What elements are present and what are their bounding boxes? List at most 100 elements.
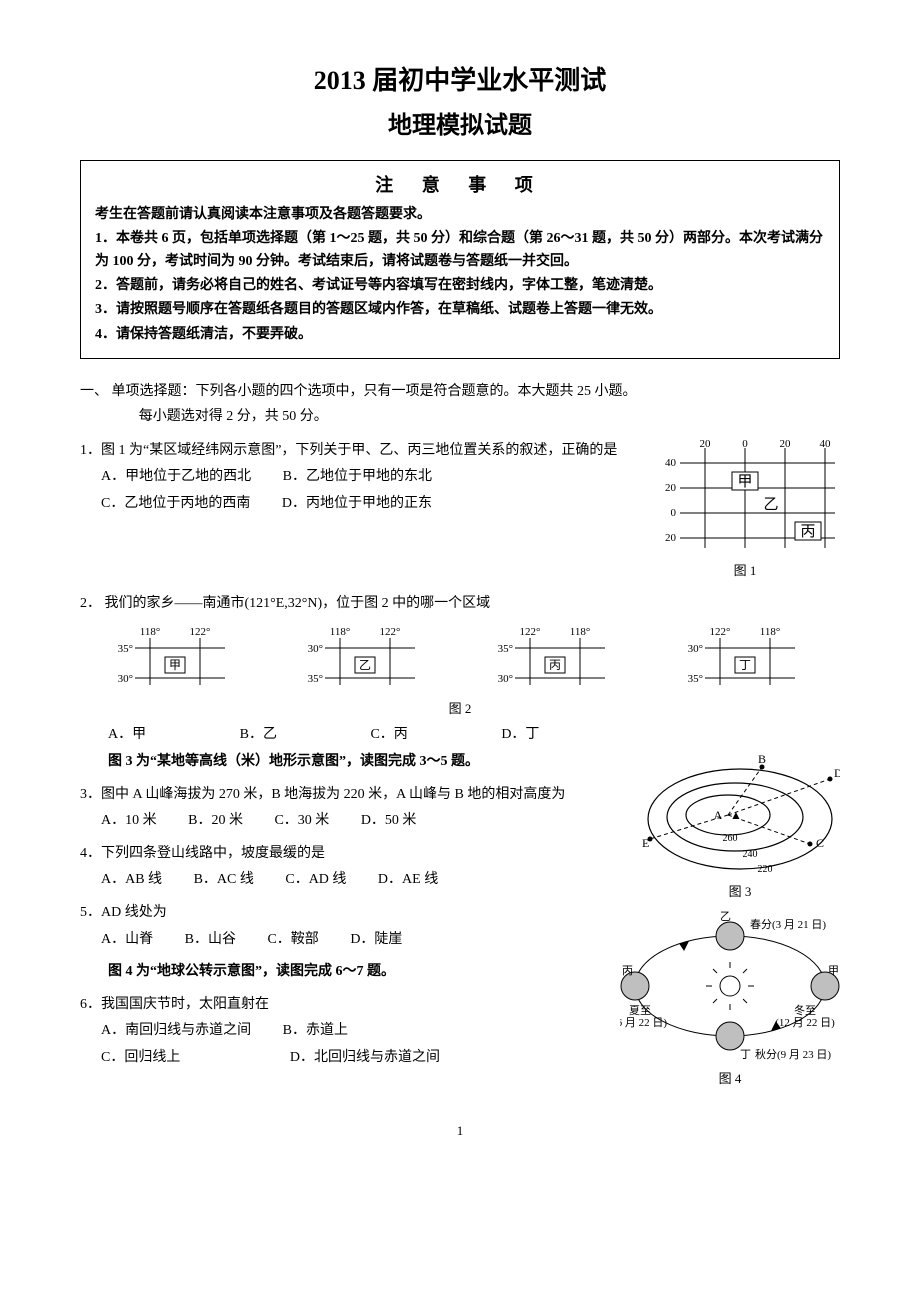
svg-text:122°: 122° [520,626,541,638]
svg-text:220: 220 [758,864,773,875]
q5-option-d: D．陡崖 [350,927,402,954]
q4-option-b: B．AC 线 [194,867,254,894]
section-1-heading: 一、 单项选择题：下列各小题的四个选项中，只有一项是符合题意的。本大题共 25 … [80,379,840,429]
svg-text:秋分(9 月 23 日): 秋分(9 月 23 日) [755,1047,831,1061]
figure-1: 20 0 20 40 40 20 0 20 甲 乙 丙 图 1 [650,438,840,579]
figure-4-caption: 图 4 [620,1068,840,1087]
svg-text:35°: 35° [118,643,133,655]
q1-block: 20 0 20 40 40 20 0 20 甲 乙 丙 图 1 1．图 1 为“… [80,438,840,585]
question-2: 2． 我们的家乡——南通市(121°E,32°N)，位于图 2 中的哪一个区域 [80,591,840,618]
q2-stem: 2． 我们的家乡——南通市(121°E,32°N)，位于图 2 中的哪一个区域 [80,591,840,618]
svg-text:A: A [714,808,723,822]
svg-text:冬至: 冬至 [794,1003,816,1017]
q3-7-block: A ▲ B C D E 260 240 220 图 3 图 3 为“某地等高线（… [80,749,840,1093]
section-1-line1: 一、 单项选择题：下列各小题的四个选项中，只有一项是符合题意的。本大题共 25 … [80,379,840,404]
q6-option-a: A．南回归线与赤道之间 [101,1018,251,1045]
q5-option-b: B．山谷 [185,927,236,954]
figure-2: 118° 122° 35° 30° 甲 118° 122° [80,623,840,698]
q1-option-b: B．乙地位于甲地的东北 [283,464,432,491]
svg-text:118°: 118° [140,626,161,638]
svg-text:甲: 甲 [828,965,839,977]
figure-3: A ▲ B C D E 260 240 220 图 3 [640,749,840,900]
figure-2-caption: 图 2 [80,698,840,717]
notice-item-1: 1．本卷共 6 页，包括单项选择题（第 1～25 题，共 50 分）和综合题（第… [95,228,825,273]
notice-heading: 注 意 事 项 [95,171,825,200]
figure-3-svg: A ▲ B C D E 260 240 220 [640,749,840,879]
svg-text:118°: 118° [330,626,351,638]
svg-text:乙: 乙 [720,910,731,923]
svg-text:乙: 乙 [359,658,371,672]
svg-text:260: 260 [723,833,738,844]
svg-text:甲: 甲 [169,658,181,672]
svg-text:D: D [834,766,840,780]
svg-text:0: 0 [671,507,677,519]
svg-text:甲: 甲 [737,474,752,490]
q5-option-a: A．山脊 [101,927,153,954]
q6-option-b: B．赤道上 [283,1018,348,1045]
figure-1-caption: 图 1 [650,560,840,579]
section-1-line2: 每小题选对得 2 分，共 50 分。 [80,404,840,429]
svg-text:240: 240 [743,849,758,860]
svg-text:▲: ▲ [730,808,742,822]
figure-2-panel-yi: 118° 122° 30° 35° 乙 [305,623,425,698]
svg-text:春分(3 月 21 日): 春分(3 月 21 日) [750,918,826,931]
q2-option-b: B．乙 [240,723,277,743]
svg-text:(6 月 22 日): (6 月 22 日) [620,1017,667,1029]
q3-option-c: C．30 米 [274,808,329,835]
svg-text:30°: 30° [688,643,703,655]
figure-4-svg: 乙 春分(3 月 21 日) 甲 冬至 (12 月 22 日) 丁 秋分(9 月… [620,906,840,1066]
q4-option-d: D．AE 线 [378,867,438,894]
svg-text:C: C [816,836,824,850]
q1-option-c: C．乙地位于丙地的西南 [101,491,250,518]
figure-2-panel-jia: 118° 122° 35° 30° 甲 [115,623,235,698]
q1-option-d: D．丙地位于甲地的正东 [282,491,432,518]
q4-option-c: C．AD 线 [285,867,346,894]
svg-text:丙: 丙 [800,524,815,540]
title-sub: 地理模拟试题 [80,105,840,140]
svg-text:乙: 乙 [763,497,778,513]
svg-text:20: 20 [700,438,712,450]
svg-text:35°: 35° [498,643,513,655]
q2-option-a: A．甲 [108,723,146,743]
notice-item-4: 4．请保持答题纸清洁，不要弄破。 [95,324,825,346]
svg-text:丁: 丁 [740,1049,751,1061]
svg-text:30°: 30° [118,673,133,685]
svg-text:118°: 118° [760,626,781,638]
figure-2-panel-bing: 122° 118° 35° 30° 丙 [495,623,615,698]
svg-text:丁: 丁 [739,658,751,672]
q6-option-d: D．北回归线与赤道之间 [290,1045,440,1072]
svg-text:丙: 丙 [549,658,561,672]
notice-intro: 考生在答题前请认真阅读本注意事项及各题答题要求。 [95,204,825,226]
svg-text:35°: 35° [308,673,323,685]
q5-option-c: C．鞍部 [267,927,318,954]
figure-3-caption: 图 3 [640,881,840,900]
q3-option-d: D．50 米 [361,808,417,835]
svg-text:30°: 30° [498,673,513,685]
svg-text:118°: 118° [570,626,591,638]
notice-item-3: 3．请按照题号顺序在答题纸各题目的答题区域内作答，在草稿纸、试题卷上答题一律无效… [95,299,825,321]
svg-text:0: 0 [742,438,748,450]
figure-4: 乙 春分(3 月 21 日) 甲 冬至 (12 月 22 日) 丁 秋分(9 月… [620,906,840,1087]
svg-text:20: 20 [665,482,677,494]
figure-2-panel-ding: 122° 118° 30° 35° 丁 [685,623,805,698]
svg-text:20: 20 [780,438,792,450]
svg-text:122°: 122° [380,626,401,638]
q3-option-b: B．20 米 [188,808,243,835]
page-number: 1 [80,1123,840,1139]
svg-text:夏至: 夏至 [629,1004,651,1017]
svg-text:122°: 122° [190,626,211,638]
figure-1-svg: 20 0 20 40 40 20 0 20 甲 乙 丙 [650,438,840,558]
q2-options: A．甲 B．乙 C．丙 D．丁 [80,723,840,743]
q3-option-a: A．10 米 [101,808,157,835]
q1-option-a: A．甲地位于乙地的西北 [101,464,251,491]
q4-option-a: A．AB 线 [101,867,162,894]
notice-item-2: 2．答题前，请务必将自己的姓名、考试证号等内容填写在密封线内，字体工整，笔迹清楚… [95,275,825,297]
svg-text:20: 20 [665,532,677,544]
title-main: 2013 届初中学业水平测试 [80,60,840,97]
svg-text:35°: 35° [688,673,703,685]
svg-text:122°: 122° [710,626,731,638]
q2-option-d: D．丁 [501,723,539,743]
q6-option-c: C．回归线上 [101,1045,180,1072]
svg-text:(12 月 22 日): (12 月 22 日) [775,1017,835,1029]
svg-text:丙: 丙 [622,965,633,977]
